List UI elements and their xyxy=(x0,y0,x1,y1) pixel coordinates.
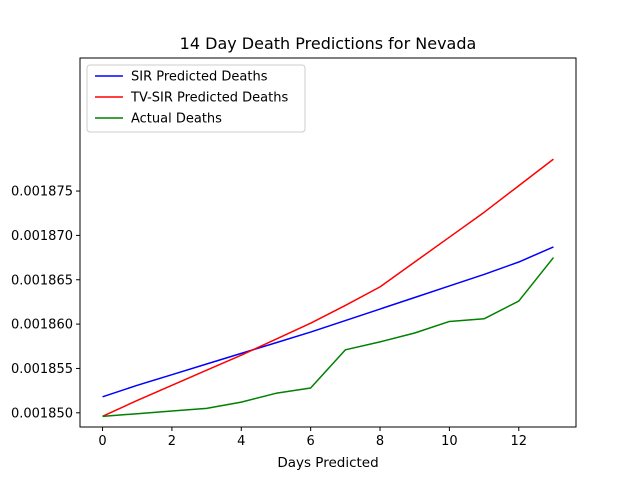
y-tick-label: 0.001855 xyxy=(11,362,73,377)
x-axis: 0 2 4 6 8 10 12 xyxy=(98,427,527,449)
series-line-1 xyxy=(102,158,554,418)
plot-lines xyxy=(102,158,555,418)
y-tick-label: 0.001865 xyxy=(11,273,73,288)
legend-label-1: TV-SIR Predicted Deaths xyxy=(130,91,288,106)
legend-box xyxy=(86,64,306,133)
y-tick-label: 0.001870 xyxy=(11,229,73,244)
x-tick-label: 0 xyxy=(98,434,106,449)
chart-title: 14 Day Death Predictions for Nevada xyxy=(180,34,477,53)
series-line-0 xyxy=(102,246,554,398)
x-tick-label: 8 xyxy=(376,434,384,449)
series-line-2 xyxy=(102,257,555,418)
y-tick-label: 0.001875 xyxy=(11,185,73,200)
y-tick-label: 0.001850 xyxy=(11,406,73,421)
x-axis-label: Days Predicted xyxy=(277,455,378,471)
y-tick-label: 0.001860 xyxy=(11,318,73,333)
x-tick-label: 10 xyxy=(441,434,458,449)
legend-label-0: SIR Predicted Deaths xyxy=(131,70,268,85)
y-axis: 0.001850 0.001855 0.001860 0.001865 0.001870… xyxy=(11,185,80,421)
legend: SIR Predicted Deaths TV-SIR Predicted Dea… xyxy=(86,64,306,133)
x-tick-label: 2 xyxy=(168,434,176,449)
x-tick-label: 6 xyxy=(307,434,315,449)
x-tick-label: 4 xyxy=(237,434,245,449)
x-tick-label: 12 xyxy=(510,434,527,449)
plot-area-frame xyxy=(79,57,577,428)
legend-label-2: Actual Deaths xyxy=(131,112,222,127)
